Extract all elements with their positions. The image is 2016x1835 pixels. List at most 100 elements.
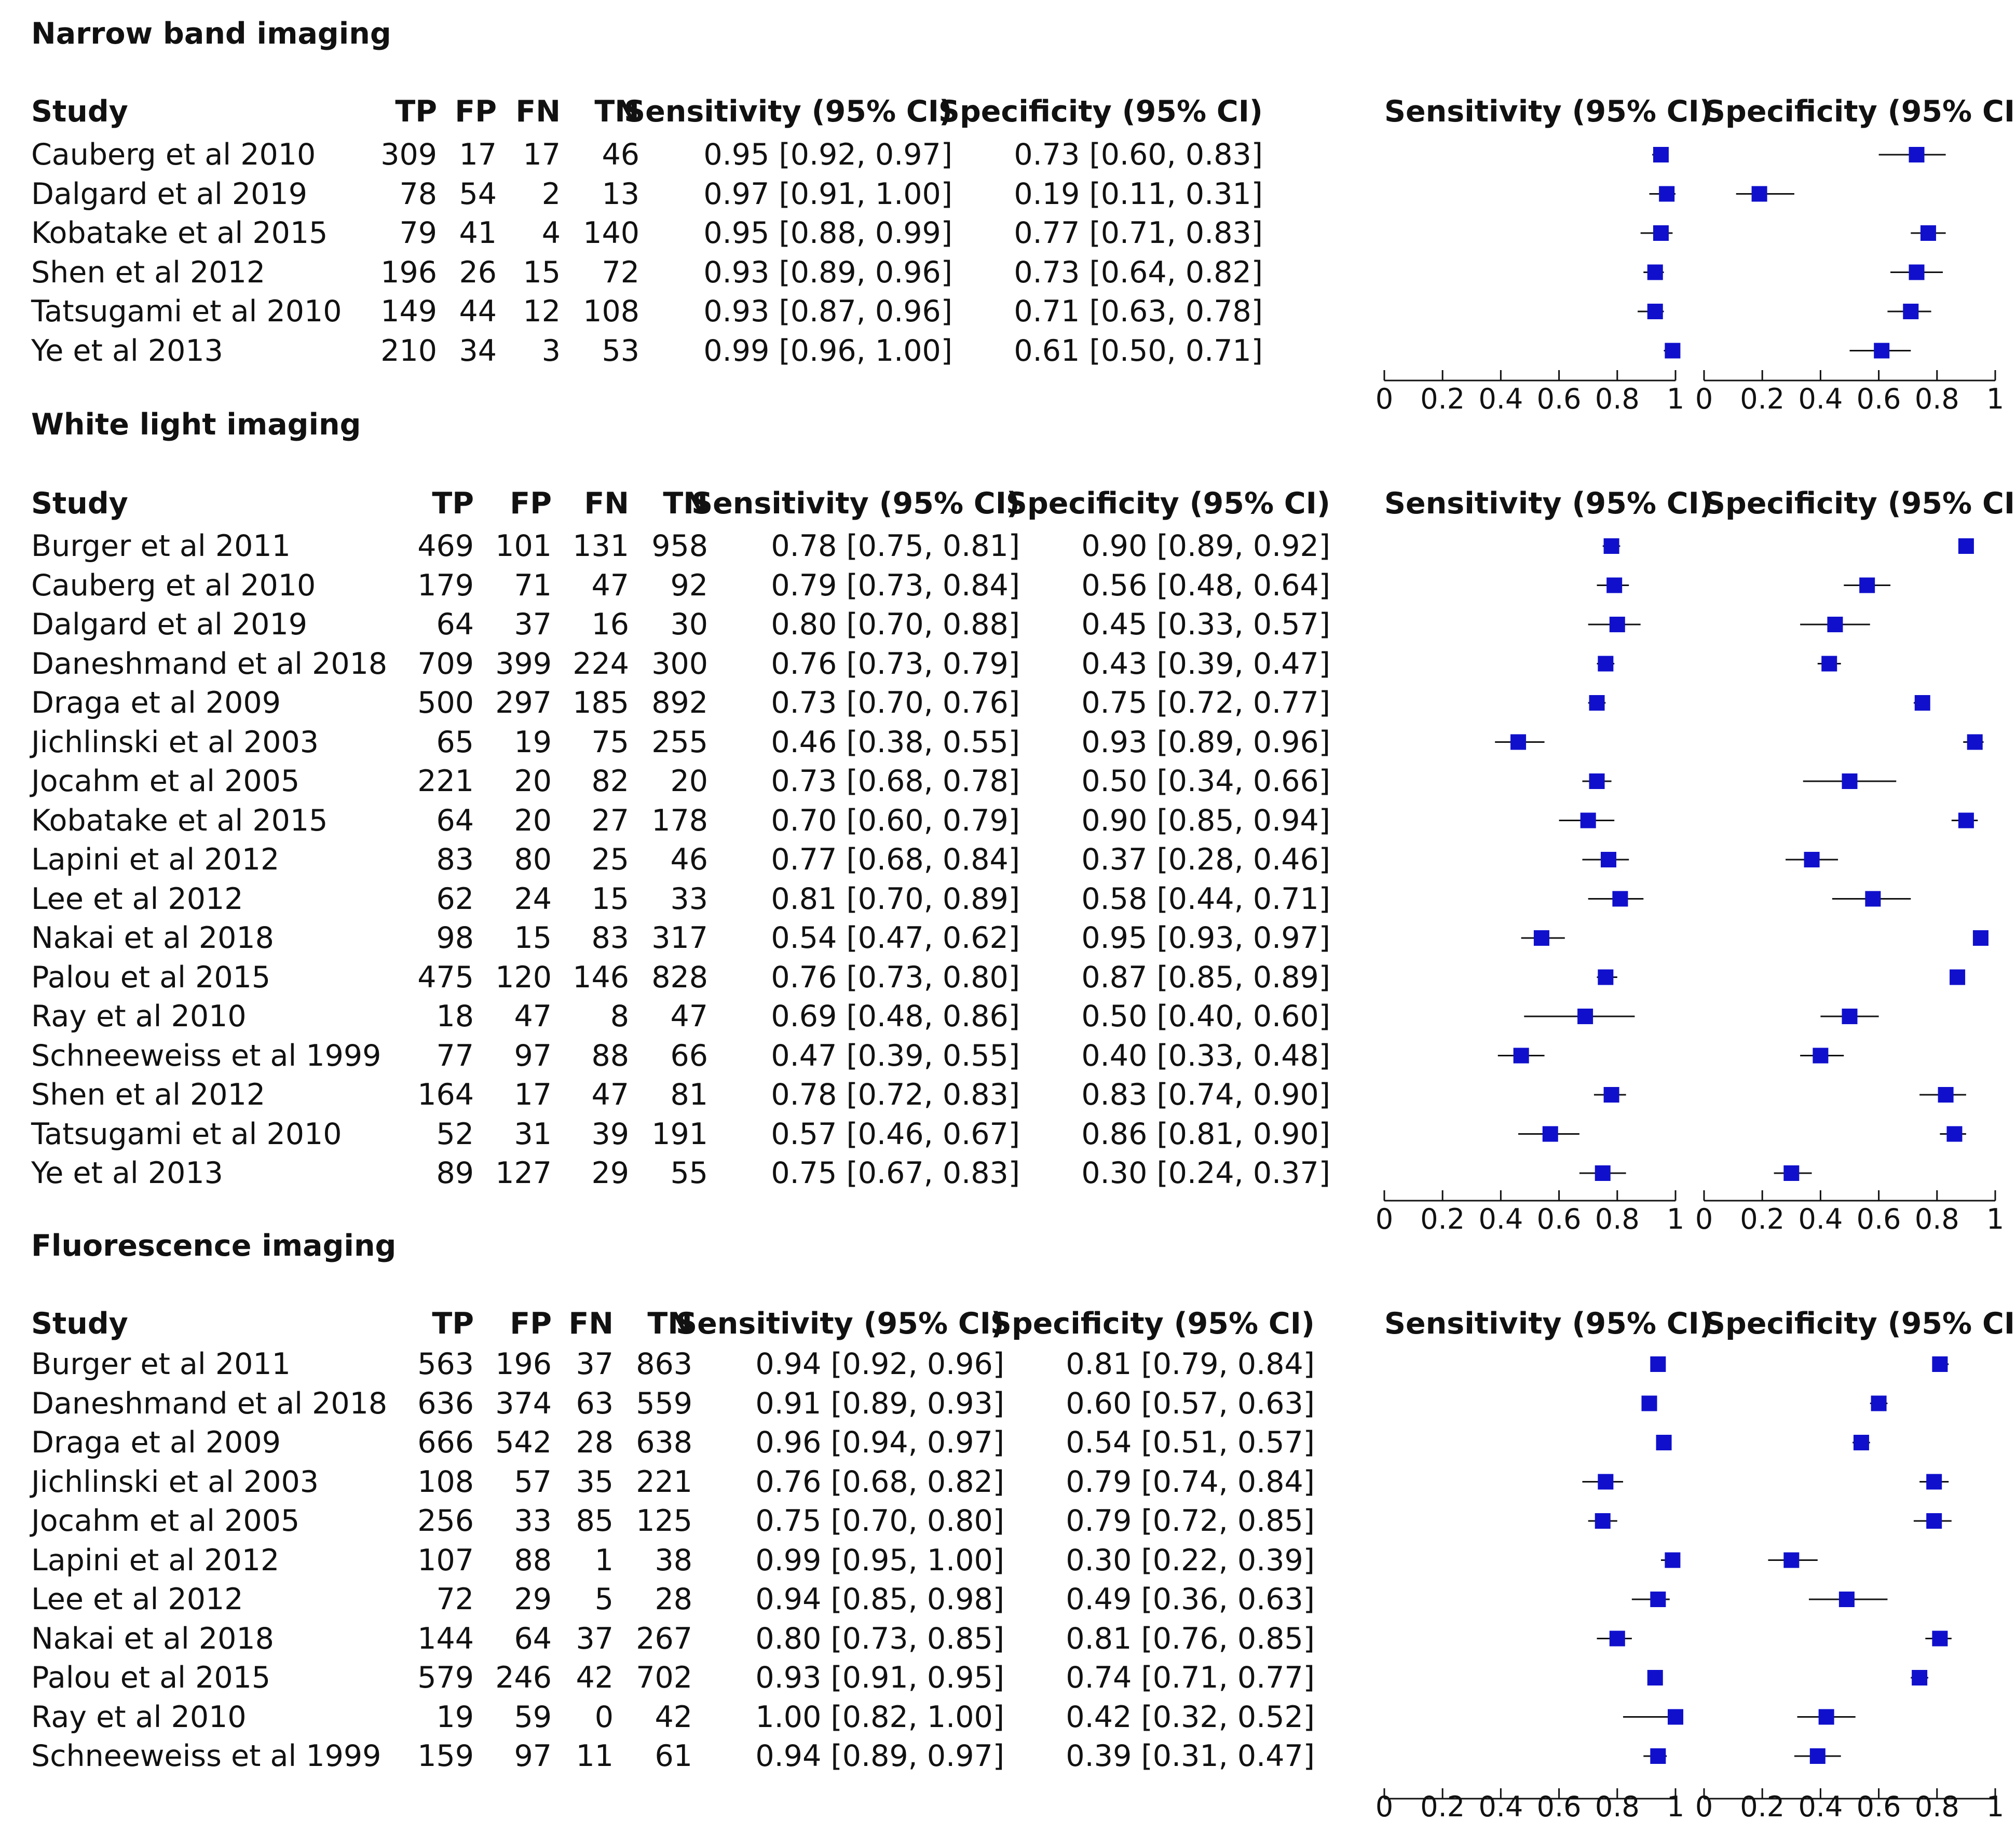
study-name: Burger et al 2011: [31, 1347, 291, 1381]
fn-value: 1: [594, 1543, 614, 1578]
study-name: Ray et al 2010: [31, 999, 247, 1034]
sensitivity-ci: 0.95 [0.88, 0.99]: [703, 216, 952, 250]
fn-value: 25: [591, 842, 629, 877]
specificity-ci: 0.95 [0.93, 0.97]: [1081, 921, 1330, 955]
spec-marker: [1827, 617, 1843, 632]
tn-value: 30: [670, 607, 708, 642]
tn-value: 81: [670, 1078, 708, 1112]
tn-value: 53: [602, 333, 639, 368]
tn-value: 46: [602, 138, 639, 172]
tp-value: 79: [399, 216, 437, 250]
fp-value: 15: [514, 921, 552, 955]
specificity-ci: 0.40 [0.33, 0.48]: [1081, 1038, 1330, 1073]
fp-value: 19: [514, 725, 552, 759]
study-name: Jichlinski et al 2003: [31, 725, 319, 759]
tn-value: 267: [636, 1621, 692, 1656]
spec-tick-label: 1: [1986, 1203, 2005, 1235]
tn-value: 300: [651, 646, 708, 681]
sens-marker: [1595, 1513, 1611, 1529]
sensitivity-ci: 0.96 [0.94, 0.97]: [755, 1425, 1004, 1460]
study-name: Dalgard et al 2019: [31, 176, 307, 211]
sensitivity-ci: 0.46 [0.38, 0.55]: [771, 725, 1020, 759]
sens-tick-label: 0: [1375, 1790, 1394, 1823]
fp-value: 97: [514, 1739, 552, 1773]
fn-value: 12: [523, 294, 561, 329]
sens-tick-label: 0.6: [1536, 383, 1582, 415]
sensitivity-ci: 0.75 [0.70, 0.80]: [755, 1504, 1004, 1538]
fp-value: 47: [514, 999, 552, 1034]
tp-value: 144: [417, 1621, 474, 1656]
specificity-ci: 0.60 [0.57, 0.63]: [1066, 1386, 1315, 1421]
sensitivity-ci: 0.70 [0.60, 0.79]: [771, 803, 1020, 838]
sens-marker: [1647, 304, 1663, 319]
spec-tick-label: 0.6: [1856, 1790, 1901, 1823]
study-name: Lapini et al 2012: [31, 842, 280, 877]
sens-tick-label: 0.2: [1420, 1790, 1465, 1823]
fn-value: 37: [576, 1621, 614, 1656]
sensitivity-ci: 0.76 [0.68, 0.82]: [755, 1464, 1004, 1499]
tp-value: 52: [436, 1117, 474, 1151]
specificity-ci: 0.43 [0.39, 0.47]: [1081, 646, 1330, 681]
specificity-ci: 0.50 [0.40, 0.60]: [1081, 999, 1330, 1034]
specificity-ci: 0.90 [0.85, 0.94]: [1081, 803, 1330, 838]
sens-marker: [1589, 695, 1605, 711]
sensitivity-ci: 0.75 [0.67, 0.83]: [771, 1156, 1020, 1190]
sensitivity-ci: 0.76 [0.73, 0.80]: [771, 960, 1020, 995]
tp-value: 72: [436, 1582, 474, 1616]
header-specificity: Specificity (95% CI): [1005, 486, 1330, 521]
header-fp: FP: [510, 1307, 552, 1341]
spec-marker: [1920, 225, 1936, 241]
fp-value: 374: [495, 1386, 552, 1421]
specificity-ci: 0.73 [0.60, 0.83]: [1014, 138, 1263, 172]
sensitivity-ci: 0.93 [0.91, 0.95]: [755, 1661, 1004, 1695]
tp-value: 636: [417, 1386, 474, 1421]
spec-marker: [1865, 891, 1881, 907]
study-name: Draga et al 2009: [31, 686, 281, 720]
sens-tick-label: 0.6: [1536, 1790, 1582, 1823]
tp-value: 77: [436, 1038, 474, 1073]
specificity-ci: 0.79 [0.72, 0.85]: [1066, 1504, 1315, 1538]
spec-marker: [1932, 1356, 1948, 1372]
tn-value: 55: [670, 1156, 708, 1190]
header-tp: TP: [432, 1307, 474, 1341]
tn-value: 33: [670, 881, 708, 916]
fn-value: 29: [591, 1156, 629, 1190]
fp-value: 29: [514, 1582, 552, 1616]
panel-title: Fluorescence imaging: [31, 1229, 397, 1263]
specificity-ci: 0.61 [0.50, 0.71]: [1014, 333, 1263, 368]
fn-value: 146: [573, 960, 629, 995]
fp-value: 59: [514, 1700, 552, 1734]
sens-marker: [1598, 656, 1614, 672]
tp-value: 475: [417, 960, 474, 995]
study-name: Tatsugami et al 2010: [31, 294, 342, 329]
fp-value: 399: [495, 646, 552, 681]
sens-marker: [1665, 343, 1681, 359]
tp-value: 210: [380, 333, 437, 368]
sensitivity-ci: 0.80 [0.73, 0.85]: [755, 1621, 1004, 1656]
sensitivity-ci: 0.47 [0.39, 0.55]: [771, 1038, 1020, 1073]
spec-marker: [1821, 656, 1837, 672]
sensitivity-ci: 0.93 [0.89, 0.96]: [703, 255, 952, 290]
tp-value: 149: [380, 294, 437, 329]
specificity-ci: 0.75 [0.72, 0.77]: [1081, 686, 1330, 720]
fp-value: 196: [495, 1347, 552, 1381]
sens-tick-label: 0.8: [1595, 1790, 1640, 1823]
fp-value: 31: [514, 1117, 552, 1151]
fn-value: 39: [591, 1117, 629, 1151]
study-name: Kobatake et al 2015: [31, 803, 328, 838]
spec-marker: [1842, 773, 1858, 789]
sensitivity-ci: 0.81 [0.70, 0.89]: [771, 881, 1020, 916]
tn-value: 13: [602, 176, 639, 211]
specificity-ci: 0.77 [0.71, 0.83]: [1014, 216, 1263, 250]
sensitivity-ci: 0.78 [0.72, 0.83]: [771, 1078, 1020, 1112]
tp-value: 579: [417, 1661, 474, 1695]
fn-value: 75: [591, 725, 629, 759]
sens-tick-label: 0.6: [1536, 1203, 1582, 1235]
sens-marker: [1647, 1670, 1663, 1686]
fp-value: 57: [514, 1464, 552, 1499]
header-fp: FP: [455, 94, 497, 129]
spec-marker: [1783, 1165, 1800, 1181]
fp-value: 71: [514, 568, 552, 603]
fp-value: 542: [495, 1425, 552, 1460]
fp-value: 88: [514, 1543, 552, 1578]
